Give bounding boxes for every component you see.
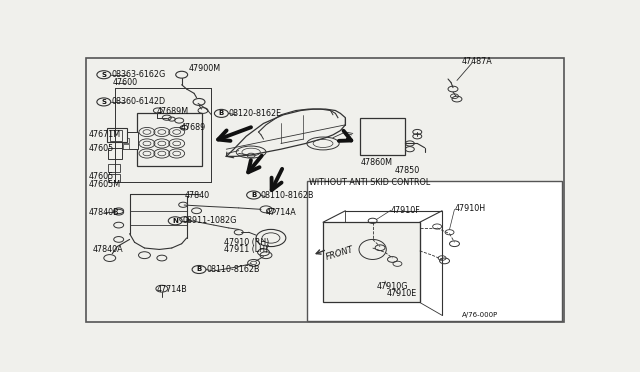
Text: 47860M: 47860M (360, 158, 392, 167)
Text: 47487A: 47487A (462, 57, 493, 66)
Text: 47600: 47600 (112, 78, 138, 87)
Text: 47850: 47850 (395, 166, 420, 175)
Text: A/76-000P: A/76-000P (462, 312, 498, 318)
Text: B: B (219, 110, 224, 116)
Text: 47714B: 47714B (157, 285, 188, 294)
Text: 47714A: 47714A (266, 208, 297, 217)
Text: 08363-6162G: 08363-6162G (111, 70, 166, 79)
Text: 47910F: 47910F (391, 206, 420, 215)
Bar (122, 132, 138, 149)
Text: 08110-8162B: 08110-8162B (260, 190, 314, 199)
Text: 47910E: 47910E (387, 289, 417, 298)
Text: 47911 (LH): 47911 (LH) (224, 245, 268, 254)
Bar (108, 173, 120, 182)
Text: S: S (101, 99, 106, 105)
Bar (108, 128, 127, 142)
Text: 08360-6142D: 08360-6142D (111, 97, 165, 106)
Text: 47605: 47605 (89, 144, 114, 153)
Bar (123, 138, 129, 144)
Text: 08120-8162E: 08120-8162E (228, 109, 282, 118)
Text: N: N (172, 218, 178, 224)
Text: 08911-1082G: 08911-1082G (182, 216, 237, 225)
Bar (137, 113, 202, 166)
Text: 47900M: 47900M (189, 64, 221, 74)
Text: 47689M: 47689M (157, 108, 189, 116)
Text: B: B (196, 266, 202, 273)
Bar (323, 222, 420, 302)
Bar (123, 144, 129, 149)
Bar (110, 130, 122, 141)
Bar (307, 181, 562, 321)
Text: 47605: 47605 (89, 173, 114, 182)
Text: 47840: 47840 (184, 191, 209, 201)
Text: 47840A: 47840A (93, 245, 124, 254)
Text: 47689: 47689 (180, 123, 206, 132)
Bar (108, 148, 122, 159)
Text: FRONT: FRONT (325, 245, 355, 262)
Text: 47910H: 47910H (454, 204, 486, 213)
Text: 47910 (RH): 47910 (RH) (224, 238, 269, 247)
Text: S: S (101, 72, 106, 78)
Text: 47910G: 47910G (377, 282, 408, 291)
Bar (108, 164, 120, 172)
Text: B: B (251, 192, 256, 198)
Text: WITHOUT ANTI SKID CONTROL: WITHOUT ANTI SKID CONTROL (309, 178, 431, 187)
Text: 47671M: 47671M (89, 130, 121, 140)
Bar (360, 118, 405, 155)
Text: 47840B: 47840B (89, 208, 120, 217)
Text: 47605M: 47605M (89, 180, 121, 189)
Text: 08110-8162B: 08110-8162B (207, 265, 260, 274)
